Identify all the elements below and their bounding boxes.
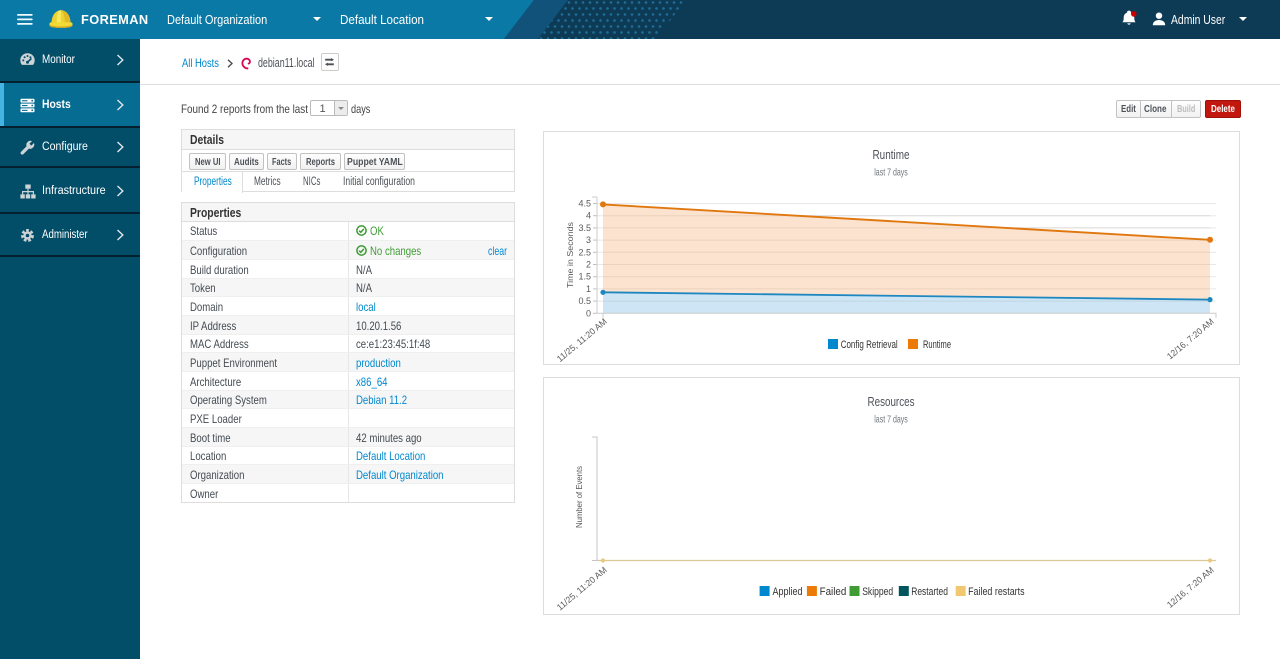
svg-text:last 7 days: last 7 days: [874, 415, 908, 426]
svg-text:1: 1: [586, 284, 591, 294]
svg-text:4.5: 4.5: [578, 199, 591, 209]
svg-text:3: 3: [586, 235, 591, 245]
svg-text:Failed restarts: Failed restarts: [968, 586, 1025, 598]
svg-text:Resources: Resources: [868, 394, 915, 409]
svg-text:Applied: Applied: [773, 586, 803, 598]
svg-text:Time in Seconds: Time in Seconds: [565, 222, 575, 288]
svg-text:3.5: 3.5: [578, 223, 591, 233]
svg-text:last 7 days: last 7 days: [874, 168, 908, 179]
svg-text:11/25, 11:20 AM: 11/25, 11:20 AM: [555, 316, 609, 364]
svg-text:Runtime: Runtime: [873, 147, 910, 162]
svg-text:12/16, 7:20 AM: 12/16, 7:20 AM: [1165, 316, 1216, 361]
svg-text:Restarted: Restarted: [911, 586, 948, 598]
svg-text:Number of Events: Number of Events: [574, 466, 584, 528]
svg-text:2.5: 2.5: [578, 247, 591, 257]
svg-text:0.5: 0.5: [578, 296, 591, 306]
svg-text:4: 4: [586, 211, 591, 221]
svg-text:Skipped: Skipped: [862, 586, 893, 598]
svg-text:Runtime: Runtime: [923, 339, 951, 351]
svg-text:Failed: Failed: [820, 586, 847, 598]
svg-text:1.5: 1.5: [578, 272, 591, 282]
svg-text:2: 2: [586, 260, 591, 270]
svg-text:0: 0: [586, 308, 591, 318]
svg-text:Config Retrieval: Config Retrieval: [841, 339, 898, 351]
svg-text:11/25, 11:20 AM: 11/25, 11:20 AM: [555, 565, 609, 613]
svg-text:12/16, 7:20 AM: 12/16, 7:20 AM: [1165, 565, 1216, 610]
